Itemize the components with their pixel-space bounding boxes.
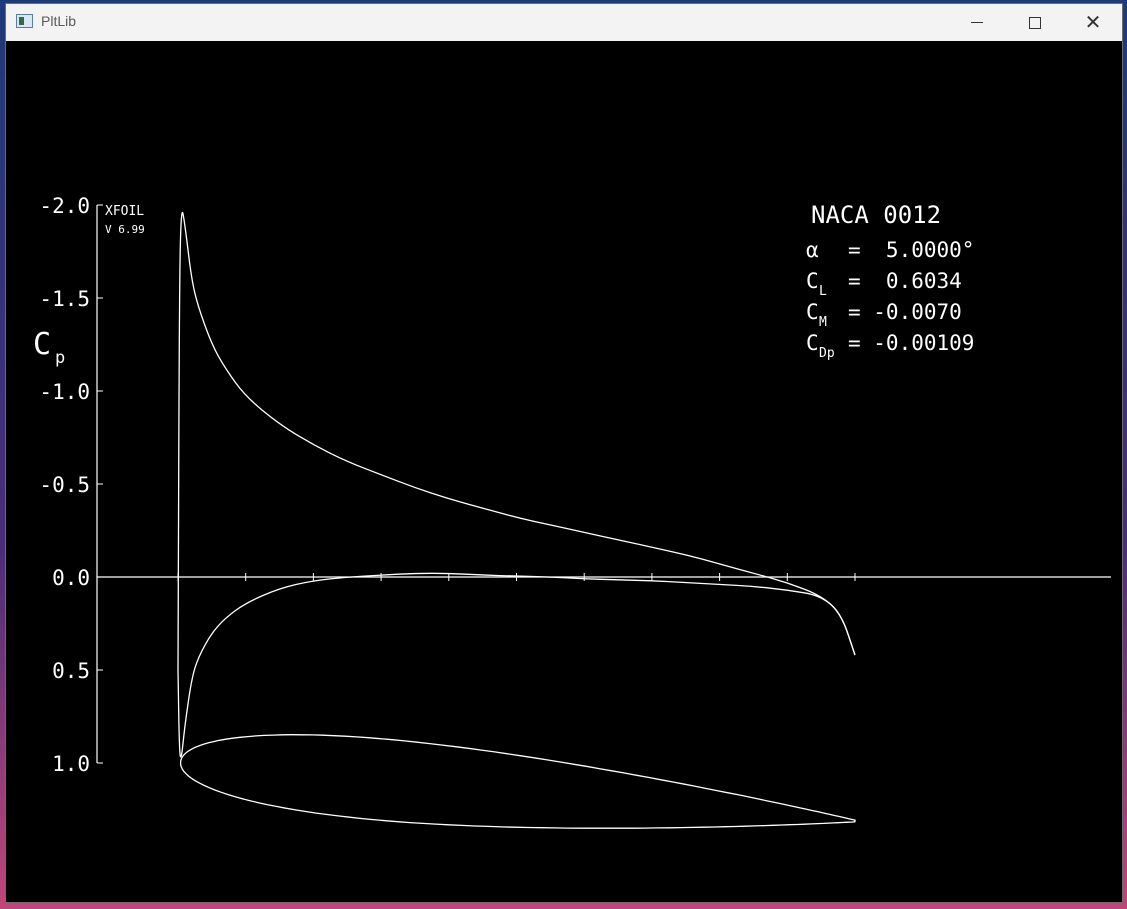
minimize-button[interactable] <box>948 4 1006 41</box>
y-tick-label: -1.0 <box>39 380 90 404</box>
y-tick-label: -1.5 <box>39 287 90 311</box>
result-subscript: Dp <box>819 346 835 361</box>
y-tick-label: 0.5 <box>52 659 90 683</box>
cp-axis-label-sub: p <box>55 348 65 368</box>
version-label: V 6.99 <box>105 223 145 236</box>
airfoil-name: NACA 0012 <box>811 201 941 229</box>
close-button[interactable]: ✕ <box>1064 4 1122 41</box>
result-value: = 0.6034 <box>848 269 962 293</box>
cp-axis-label: C <box>33 327 51 362</box>
airfoil-outline <box>179 734 856 829</box>
result-symbol: C <box>806 331 819 355</box>
y-ticks: -2.0 -1.5 -1.0 -0.5 0.0 0.5 1.0 <box>39 194 103 776</box>
plot-area: -2.0 -1.5 -1.0 -0.5 0.0 0.5 1.0 XFOIL V 6.99 C… <box>6 41 1122 902</box>
maximize-icon <box>1029 16 1041 29</box>
cp-plot: -2.0 -1.5 -1.0 -0.5 0.0 0.5 1.0 XFOIL V 6.99 C… <box>33 194 1111 829</box>
y-tick-label: 0.0 <box>52 566 90 590</box>
pltlib-window: PltLib ✕ -2.0 -1.5 -1.0 -0.5 0.0 0.5 1.0 XFOIL… <box>5 3 1123 903</box>
close-icon: ✕ <box>1084 10 1102 34</box>
y-tick-label: -0.5 <box>39 473 90 497</box>
cp-lower-surface-curve <box>177 572 856 758</box>
app-icon <box>16 14 33 28</box>
result-value: = 5.0000° <box>848 238 974 262</box>
maximize-button[interactable] <box>1006 4 1064 41</box>
y-tick-label: -2.0 <box>39 194 90 218</box>
minimize-icon <box>971 22 983 23</box>
x-ticks <box>177 573 856 581</box>
title-bar[interactable]: PltLib ✕ <box>6 4 1122 41</box>
result-value: = -0.0070 <box>848 300 962 324</box>
result-symbol: C <box>806 269 819 293</box>
result-value: = -0.00109 <box>848 331 974 355</box>
result-subscript: L <box>819 284 827 299</box>
window-title: PltLib <box>41 13 77 29</box>
y-tick-label: 1.0 <box>52 752 90 776</box>
result-subscript: M <box>819 315 827 330</box>
cp-upper-surface-curve <box>177 211 856 671</box>
program-label: XFOIL <box>105 204 144 219</box>
result-symbol: C <box>806 300 819 324</box>
cp-curves <box>177 211 856 758</box>
result-symbol: α <box>806 238 819 262</box>
